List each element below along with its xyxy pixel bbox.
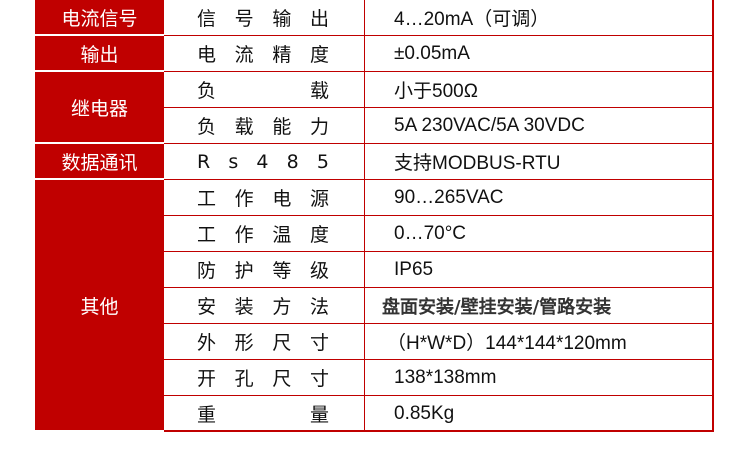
table-row: 工作温度 0…70°C [164, 216, 712, 252]
label-char: 电 [197, 44, 217, 66]
column-divider [364, 216, 365, 251]
column-divider [364, 144, 365, 179]
row-label: 重量 [197, 396, 329, 431]
row-value: ±0.05mA [394, 42, 470, 64]
column-divider [364, 0, 365, 35]
row-value: 0.85Kg [394, 402, 455, 424]
group-header: 其他 [35, 180, 164, 432]
label-char: 负 [197, 116, 217, 138]
row-label: 开孔尺寸 [197, 360, 329, 395]
column-divider [364, 324, 365, 359]
label-char: 工 [197, 188, 217, 210]
label-char: 精 [272, 44, 292, 66]
row-value: IP65 [394, 258, 434, 280]
column-divider [364, 36, 365, 71]
row-label: 电流精度 [197, 36, 329, 71]
table-row: 负载能力 5A 230VAC/5A 30VDC [164, 108, 712, 144]
row-label: 负载能力 [197, 108, 329, 143]
row-value: 138*138mm [394, 366, 497, 388]
column-divider [364, 108, 365, 143]
column-divider [364, 360, 365, 395]
label-char: 等 [272, 260, 292, 282]
label-char: 工 [197, 224, 217, 246]
label-char: 安 [197, 296, 217, 318]
row-label: 信号输出 [197, 0, 329, 35]
label-char: 载 [309, 80, 329, 102]
column-divider [364, 252, 365, 287]
row-label: 防护等级 [197, 252, 329, 287]
label-char: 护 [234, 260, 254, 282]
label-char: 寸 [309, 332, 329, 354]
label-char: 方 [272, 296, 292, 318]
group-header: 数据通讯 [35, 144, 164, 180]
row-label: 工作温度 [197, 216, 329, 251]
table-row: 电流精度 ±0.05mA [164, 36, 712, 72]
label-char: 尺 [272, 332, 292, 354]
table-row: 信号输出 4…20mA（可调） [164, 0, 712, 36]
table-row: 开孔尺寸 138*138mm [164, 360, 712, 396]
label-char: 4 [256, 150, 269, 173]
row-value: 盘面安装/壁挂安装/管路安装 [382, 296, 612, 318]
label-char: 5 [316, 150, 329, 173]
row-value: 90…265VAC [394, 186, 504, 208]
row-label: 外形尺寸 [197, 324, 329, 359]
column-divider [364, 396, 365, 431]
column-divider [364, 288, 365, 323]
row-value: 0…70°C [394, 222, 467, 244]
table-row: 负载小于500Ω [164, 72, 712, 108]
row-label: 安装方法 [197, 288, 329, 323]
label-char: 尺 [272, 368, 292, 390]
label-char: s [228, 150, 239, 173]
table-row: 防护等级 IP65 [164, 252, 712, 288]
column-divider [364, 180, 365, 215]
label-char: 8 [286, 150, 299, 173]
label-char: 形 [234, 332, 254, 354]
label-char: 级 [309, 260, 329, 282]
label-char: 输 [272, 8, 292, 30]
label-char: 源 [309, 188, 329, 210]
table-row: 工作电源 90…265VAC [164, 180, 712, 216]
label-char: 号 [234, 8, 254, 30]
label-char: 力 [309, 116, 329, 138]
label-char: 作 [234, 188, 254, 210]
label-char: 孔 [234, 368, 254, 390]
label-char: 能 [272, 116, 292, 138]
label-char: 载 [234, 116, 254, 138]
label-char: 信 [197, 8, 217, 30]
label-char: 负 [197, 80, 217, 102]
row-label: 工作电源 [197, 180, 329, 215]
group-header: 继电器 [35, 72, 164, 144]
label-char: R [197, 150, 211, 173]
label-char: 流 [234, 44, 254, 66]
row-value: 支持MODBUS-RTU [394, 153, 561, 174]
row-value: 4…20mA（可调） [394, 9, 550, 30]
label-char: 量 [309, 404, 329, 426]
column-divider [364, 72, 365, 107]
label-char: 度 [309, 224, 329, 246]
spec-table: 电流信号 输出 继电器 数据通讯 其他信号输出 4…20mA（可调）电流精度 ±0.05mA… [35, 0, 714, 432]
row-value: 5A 230VAC/5A 30VDC [394, 114, 585, 136]
label-char: 法 [309, 296, 329, 318]
label-char: 度 [309, 44, 329, 66]
label-char: 重 [197, 404, 217, 426]
label-char: 电 [272, 188, 292, 210]
label-char: 装 [234, 296, 254, 318]
table-row: 外形尺寸 （H*W*D）144*144*120mm [164, 324, 712, 360]
group-header: 电流信号 [35, 0, 164, 36]
label-char: 开 [197, 368, 217, 390]
row-value: 小于500Ω [394, 81, 478, 102]
label-char: 温 [272, 224, 292, 246]
label-char: 寸 [309, 368, 329, 390]
group-header: 输出 [35, 36, 164, 72]
table-row: 重量 0.85Kg [164, 396, 712, 432]
row-value: （H*W*D）144*144*120mm [387, 333, 627, 354]
label-char: 作 [234, 224, 254, 246]
row-label: 负载 [197, 72, 329, 107]
label-char: 出 [309, 8, 329, 30]
table-row: 安装方法 盘面安装/壁挂安装/管路安装 [164, 288, 712, 324]
label-char: 防 [197, 260, 217, 282]
label-char: 外 [197, 332, 217, 354]
